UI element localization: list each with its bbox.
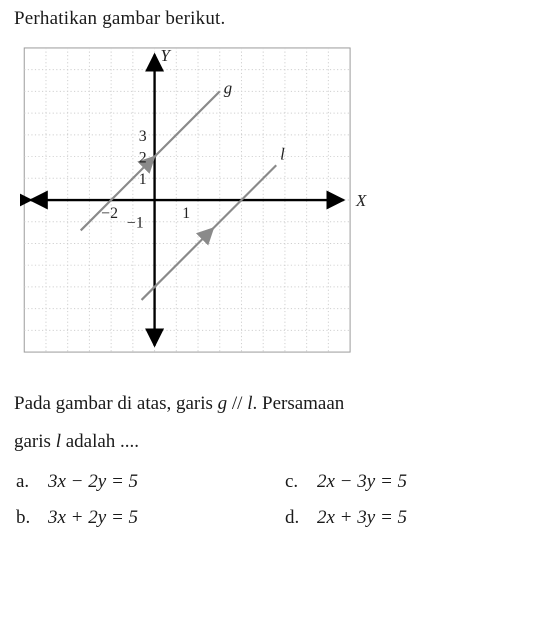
- option-a: a. 3x − 2y = 5: [16, 471, 265, 493]
- q-part4: adalah ....: [61, 431, 139, 452]
- q-g: g: [218, 393, 228, 414]
- option-b-letter: b.: [16, 507, 34, 529]
- intro-text: Perhatikan gambar berikut.: [14, 8, 534, 30]
- svg-text:X: X: [355, 191, 367, 210]
- option-b-expr: 3x + 2y = 5: [48, 507, 138, 529]
- svg-text:3: 3: [139, 128, 147, 145]
- svg-text:2: 2: [139, 149, 147, 166]
- options-grid: a. 3x − 2y = 5 c. 2x − 3y = 5 b. 3x + 2y…: [14, 471, 534, 529]
- option-a-letter: a.: [16, 471, 34, 493]
- q-part2: . Persamaan: [253, 393, 345, 414]
- svg-text:g: g: [224, 78, 232, 97]
- option-c-expr: 2x − 3y = 5: [317, 471, 407, 493]
- option-d-letter: d.: [285, 507, 303, 529]
- option-b: b. 3x + 2y = 5: [16, 507, 265, 529]
- coordinate-graph: Y Xg l 3 2 1 −1 −2 1: [20, 44, 380, 358]
- svg-text:−2: −2: [101, 205, 118, 222]
- svg-text:1: 1: [182, 205, 190, 222]
- q-part3: garis: [14, 431, 56, 452]
- graph-container: Y Xg l 3 2 1 −1 −2 1: [20, 44, 534, 363]
- option-d-expr: 2x + 3y = 5: [317, 507, 407, 529]
- option-c-letter: c.: [285, 471, 303, 493]
- svg-text:l: l: [280, 144, 285, 163]
- q-parallel: //: [227, 393, 247, 414]
- svg-text:Y: Y: [161, 46, 172, 65]
- question-text: Pada gambar di atas, garis g // l. Persa…: [14, 385, 534, 461]
- option-a-expr: 3x − 2y = 5: [48, 471, 138, 493]
- svg-text:1: 1: [139, 171, 147, 188]
- svg-text:−1: −1: [127, 215, 144, 232]
- option-d: d. 2x + 3y = 5: [285, 507, 534, 529]
- option-c: c. 2x − 3y = 5: [285, 471, 534, 493]
- q-part1: Pada gambar di atas, garis: [14, 393, 218, 414]
